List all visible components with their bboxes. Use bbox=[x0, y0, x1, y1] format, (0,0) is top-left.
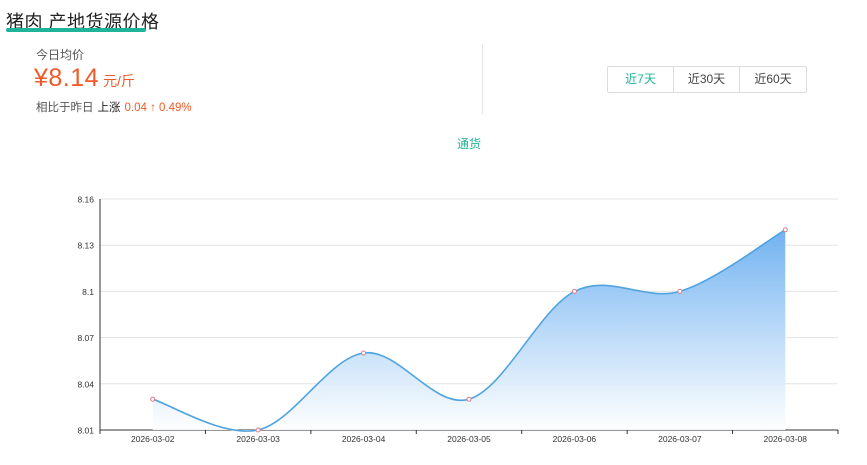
page-title: 猪肉 产地货源价格 bbox=[6, 12, 160, 32]
x-tick-label: 2026-03-02 bbox=[131, 434, 175, 444]
x-tick-label: 2026-03-06 bbox=[553, 434, 597, 444]
range-tabs: 近7天 近30天 近60天 bbox=[607, 66, 807, 93]
trend-text: 上涨 bbox=[97, 102, 121, 114]
data-point[interactable] bbox=[150, 396, 156, 402]
tab-30-days[interactable]: 近30天 bbox=[674, 67, 740, 92]
y-tick-label: 8.04 bbox=[77, 379, 94, 389]
price-unit: 元/斤 bbox=[103, 73, 135, 89]
y-tick-label: 8.1 bbox=[82, 287, 94, 297]
data-point[interactable] bbox=[255, 427, 261, 433]
price-label: 今日均价 bbox=[36, 48, 85, 62]
tab-60-days[interactable]: 近60天 bbox=[754, 72, 792, 86]
y-tick-label: 8.07 bbox=[77, 333, 94, 343]
title-underline bbox=[6, 28, 146, 32]
divider bbox=[482, 44, 483, 114]
tab-7-days[interactable]: 近7天 bbox=[608, 67, 674, 92]
compare-label: 相比于昨日 bbox=[36, 102, 94, 114]
x-tick-label: 2026-03-08 bbox=[764, 434, 808, 444]
x-tick-label: 2026-03-07 bbox=[658, 434, 702, 444]
data-point[interactable] bbox=[466, 396, 472, 402]
price-chart: 8.01 8.04 8.07 8.1 8.13 8.16 2026-03-02 2026-03… bbox=[77, 195, 839, 444]
y-tick-label: 8.16 bbox=[77, 195, 94, 205]
data-point[interactable] bbox=[571, 288, 577, 294]
x-tick-label: 2026-03-04 bbox=[342, 434, 386, 444]
data-point[interactable] bbox=[361, 350, 367, 356]
compare-row: 相比于昨日 上涨 0.04 ↑ 0.49% bbox=[36, 99, 192, 115]
price-value: ¥8.14 bbox=[34, 64, 100, 92]
y-tick-label: 8.01 bbox=[77, 426, 94, 436]
data-point[interactable] bbox=[677, 288, 683, 294]
y-tick-label: 8.13 bbox=[77, 241, 94, 251]
x-tick-label: 2026-03-03 bbox=[236, 434, 280, 444]
price-row: ¥8.14 元/斤 bbox=[34, 64, 135, 93]
delta-value: 0.04 ↑ 0.49% bbox=[124, 102, 192, 114]
series-area bbox=[152, 229, 786, 432]
x-tick-label: 2026-03-05 bbox=[447, 434, 491, 444]
data-point[interactable] bbox=[782, 227, 788, 233]
legend-item-tonghuo[interactable]: 通货 bbox=[457, 137, 482, 151]
